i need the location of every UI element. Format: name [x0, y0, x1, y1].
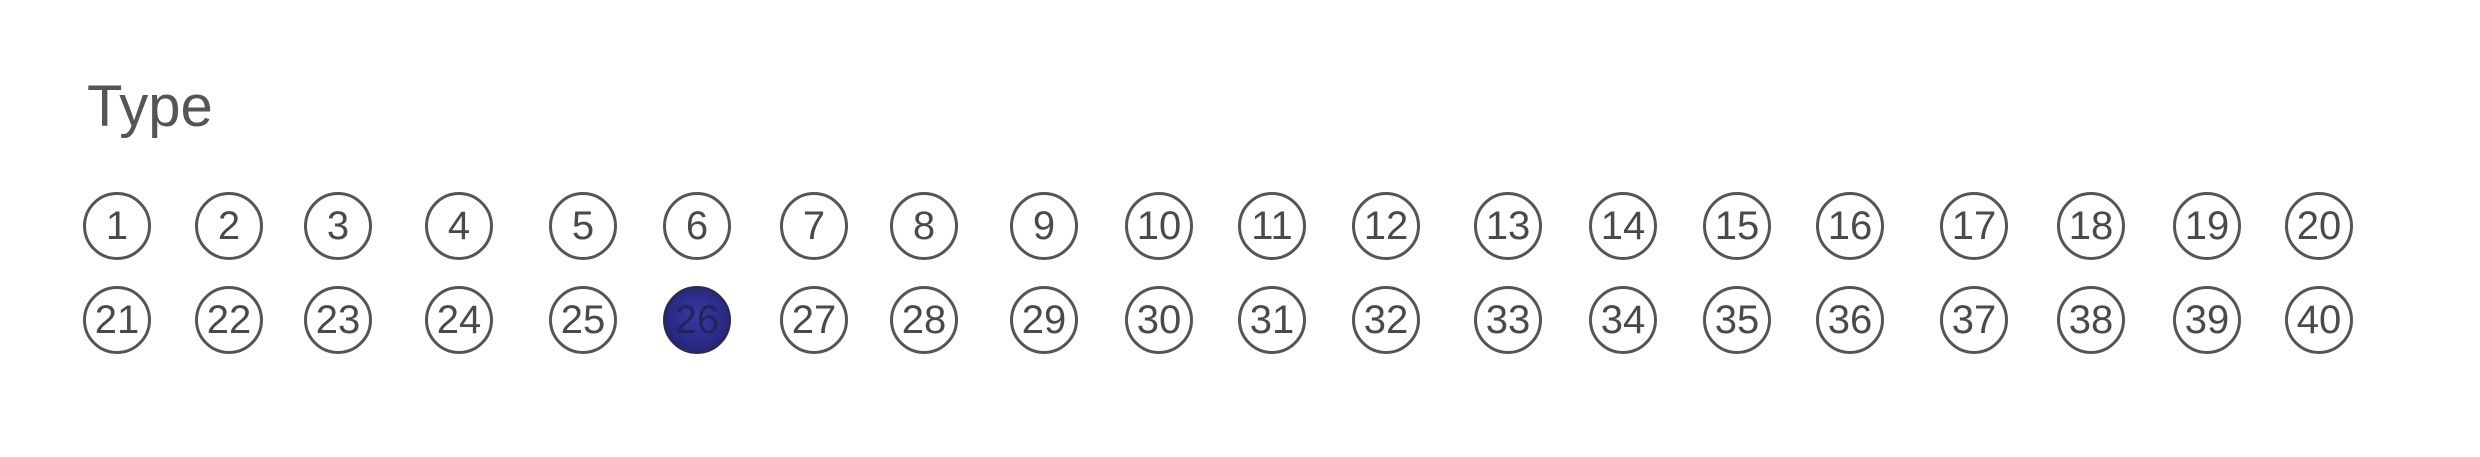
answer-bubble-15[interactable]: 15 — [1703, 192, 1771, 260]
answer-bubble-20[interactable]: 20 — [2285, 192, 2353, 260]
answer-bubble-14[interactable]: 14 — [1589, 192, 1657, 260]
answer-bubble-37[interactable]: 37 — [1940, 286, 2008, 354]
answer-bubble-17[interactable]: 17 — [1940, 192, 2008, 260]
answer-bubble-40[interactable]: 40 — [2285, 286, 2353, 354]
section-title: Type — [87, 74, 213, 139]
answer-bubble-35[interactable]: 35 — [1703, 286, 1771, 354]
answer-bubble-16[interactable]: 16 — [1816, 192, 1884, 260]
answer-bubble-38[interactable]: 38 — [2057, 286, 2125, 354]
answer-bubble-10[interactable]: 10 — [1125, 192, 1193, 260]
answer-bubble-2[interactable]: 2 — [195, 192, 263, 260]
answer-bubble-22[interactable]: 22 — [195, 286, 263, 354]
answer-bubble-1[interactable]: 1 — [83, 192, 151, 260]
answer-bubble-30[interactable]: 30 — [1125, 286, 1193, 354]
answer-bubble-29[interactable]: 29 — [1010, 286, 1078, 354]
answer-bubble-34[interactable]: 34 — [1589, 286, 1657, 354]
answer-bubble-27[interactable]: 27 — [780, 286, 848, 354]
answer-bubble-7[interactable]: 7 — [780, 192, 848, 260]
answer-bubble-12[interactable]: 12 — [1352, 192, 1420, 260]
answer-bubble-26[interactable]: 26 — [663, 286, 731, 354]
answer-bubble-31[interactable]: 31 — [1238, 286, 1306, 354]
answer-bubble-28[interactable]: 28 — [890, 286, 958, 354]
answer-bubble-18[interactable]: 18 — [2057, 192, 2125, 260]
answer-bubble-8[interactable]: 8 — [890, 192, 958, 260]
answer-bubble-19[interactable]: 19 — [2173, 192, 2241, 260]
answer-bubble-11[interactable]: 11 — [1238, 192, 1306, 260]
answer-bubble-9[interactable]: 9 — [1010, 192, 1078, 260]
answer-bubble-21[interactable]: 21 — [83, 286, 151, 354]
answer-bubble-6[interactable]: 6 — [663, 192, 731, 260]
answer-bubble-5[interactable]: 5 — [549, 192, 617, 260]
answer-bubble-25[interactable]: 25 — [549, 286, 617, 354]
answer-bubble-13[interactable]: 13 — [1474, 192, 1542, 260]
answer-bubble-36[interactable]: 36 — [1816, 286, 1884, 354]
answer-bubble-32[interactable]: 32 — [1352, 286, 1420, 354]
answer-bubble-23[interactable]: 23 — [304, 286, 372, 354]
answer-bubble-4[interactable]: 4 — [425, 192, 493, 260]
answer-bubble-39[interactable]: 39 — [2173, 286, 2241, 354]
answer-bubble-3[interactable]: 3 — [304, 192, 372, 260]
answer-bubble-33[interactable]: 33 — [1474, 286, 1542, 354]
answer-bubble-24[interactable]: 24 — [425, 286, 493, 354]
